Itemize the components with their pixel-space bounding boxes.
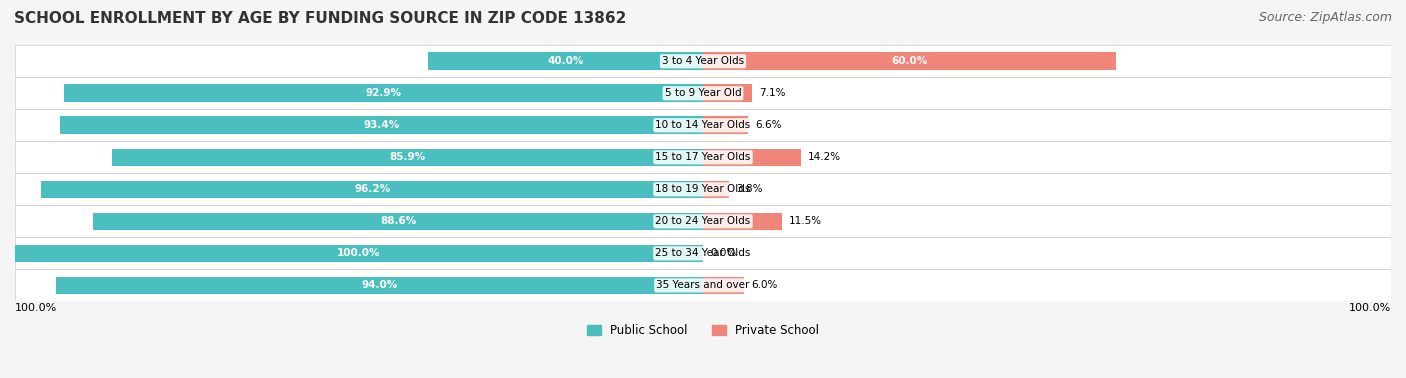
Text: 85.9%: 85.9% [389, 152, 426, 162]
Bar [15, 270, 1391, 301]
Bar [703, 84, 752, 102]
Bar [15, 45, 1391, 77]
Text: 100.0%: 100.0% [15, 303, 58, 313]
Text: 6.0%: 6.0% [751, 280, 778, 290]
Bar [703, 212, 782, 230]
Text: 35 Years and over: 35 Years and over [657, 280, 749, 290]
Text: 15 to 17 Year Olds: 15 to 17 Year Olds [655, 152, 751, 162]
Bar [15, 205, 1391, 237]
Text: 5 to 9 Year Old: 5 to 9 Year Old [665, 88, 741, 98]
Bar [56, 277, 703, 294]
Text: 6.6%: 6.6% [755, 120, 782, 130]
Text: 100.0%: 100.0% [337, 248, 381, 259]
Bar [427, 53, 703, 70]
Bar [15, 77, 1391, 109]
Text: Source: ZipAtlas.com: Source: ZipAtlas.com [1258, 11, 1392, 24]
Text: SCHOOL ENROLLMENT BY AGE BY FUNDING SOURCE IN ZIP CODE 13862: SCHOOL ENROLLMENT BY AGE BY FUNDING SOUR… [14, 11, 627, 26]
Bar [41, 181, 703, 198]
Bar [63, 84, 703, 102]
Bar [15, 245, 703, 262]
Bar [112, 149, 703, 166]
Text: 0.0%: 0.0% [710, 248, 737, 259]
Bar [15, 141, 1391, 174]
Text: 25 to 34 Year Olds: 25 to 34 Year Olds [655, 248, 751, 259]
Text: 88.6%: 88.6% [380, 216, 416, 226]
Bar [93, 212, 703, 230]
Bar [60, 116, 703, 134]
Text: 3 to 4 Year Olds: 3 to 4 Year Olds [662, 56, 744, 66]
Bar [15, 174, 1391, 205]
Text: 11.5%: 11.5% [789, 216, 823, 226]
Text: 40.0%: 40.0% [547, 56, 583, 66]
Text: 10 to 14 Year Olds: 10 to 14 Year Olds [655, 120, 751, 130]
Bar [15, 109, 1391, 141]
Bar [703, 53, 1116, 70]
Text: 92.9%: 92.9% [366, 88, 402, 98]
Bar [703, 149, 800, 166]
Bar [15, 237, 1391, 270]
Text: 3.8%: 3.8% [735, 184, 762, 194]
Text: 100.0%: 100.0% [1348, 303, 1391, 313]
Text: 20 to 24 Year Olds: 20 to 24 Year Olds [655, 216, 751, 226]
Text: 7.1%: 7.1% [759, 88, 785, 98]
Legend: Public School, Private School: Public School, Private School [582, 319, 824, 342]
Bar [703, 181, 730, 198]
Text: 14.2%: 14.2% [807, 152, 841, 162]
Text: 18 to 19 Year Olds: 18 to 19 Year Olds [655, 184, 751, 194]
Bar [703, 277, 744, 294]
Text: 60.0%: 60.0% [891, 56, 928, 66]
Text: 96.2%: 96.2% [354, 184, 389, 194]
Text: 93.4%: 93.4% [364, 120, 399, 130]
Text: 94.0%: 94.0% [361, 280, 398, 290]
Bar [703, 116, 748, 134]
